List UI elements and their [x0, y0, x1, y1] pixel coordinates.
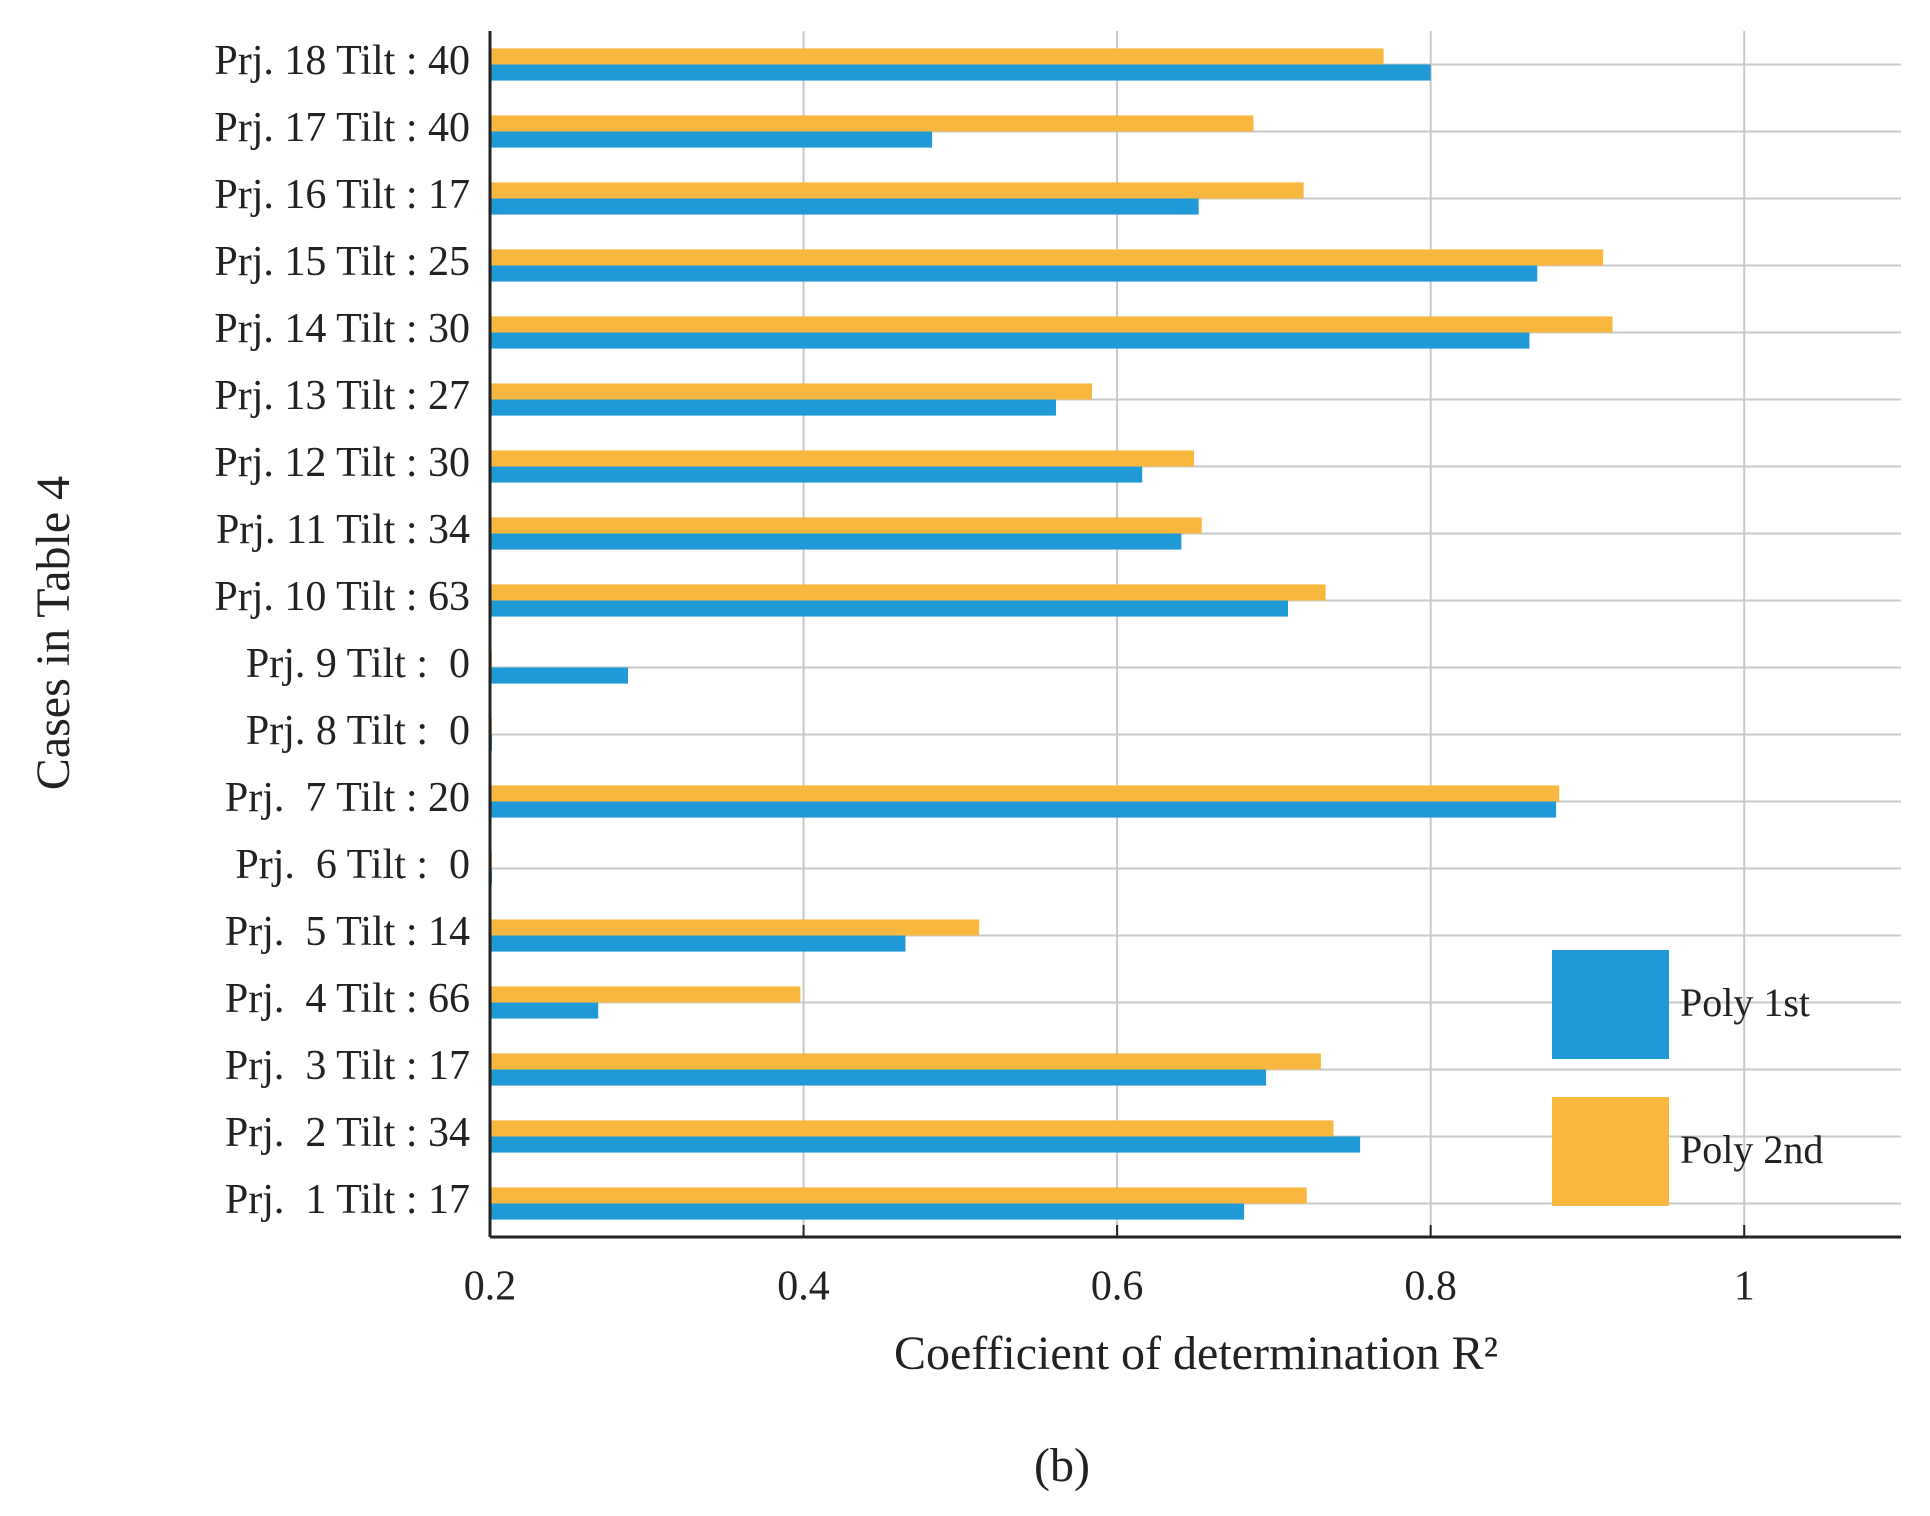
y-tick-label: Prj. 11 Tilt : 34 [216, 507, 470, 553]
bar [490, 517, 1202, 534]
y-tick-label: Prj. 9 Tilt : 0 [246, 641, 470, 687]
legend-label: Poly 1st [1680, 980, 1810, 1025]
y-tick-label: Prj. 15 Tilt : 25 [214, 239, 470, 285]
y-tick-label: Prj. 16 Tilt : 17 [214, 172, 470, 218]
bar [490, 1069, 1267, 1086]
bar [490, 584, 1326, 601]
bar [490, 450, 1194, 467]
bar [490, 115, 1254, 132]
legend-swatch [1552, 1097, 1669, 1206]
bar [490, 332, 1530, 349]
y-tick-label: Prj. 4 Tilt : 66 [225, 976, 470, 1022]
x-tick-label: 0.8 [1404, 1264, 1457, 1310]
bar [490, 383, 1093, 400]
bar [490, 466, 1143, 483]
y-tick-label: Prj. 5 Tilt : 14 [225, 909, 470, 955]
bar [490, 935, 906, 952]
y-tick-label: Prj. 8 Tilt : 0 [246, 708, 470, 754]
y-tick-label: Prj. 10 Tilt : 63 [214, 574, 470, 620]
y-tick-label: Prj. 18 Tilt : 40 [214, 38, 470, 84]
bar [490, 1136, 1361, 1153]
bar [490, 399, 1056, 416]
x-tick-label: 0.2 [464, 1264, 517, 1310]
y-axis-title: Cases in Table 4 [27, 476, 80, 790]
caption: (b) [1034, 1439, 1090, 1492]
legend-swatch [1552, 950, 1669, 1059]
bar [490, 785, 1560, 802]
bar [490, 667, 628, 684]
bar [490, 1002, 599, 1019]
y-tick-label: Prj. 3 Tilt : 17 [225, 1043, 470, 1089]
legend-label: Poly 2nd [1680, 1127, 1823, 1172]
bar [490, 265, 1538, 282]
bar [490, 533, 1182, 550]
y-tick-label: Prj. 2 Tilt : 34 [225, 1110, 470, 1156]
bar [490, 64, 1431, 81]
y-tick-label: Prj. 14 Tilt : 30 [214, 306, 470, 352]
y-tick-label: Prj. 17 Tilt : 40 [214, 105, 470, 151]
bar [490, 182, 1304, 199]
bar [490, 316, 1613, 333]
bar [490, 131, 933, 148]
x-tick-label: 0.6 [1091, 1264, 1144, 1310]
bar [490, 48, 1384, 65]
bar [490, 1187, 1307, 1204]
y-tick-label: Prj. 6 Tilt : 0 [235, 842, 470, 888]
bar [490, 600, 1288, 617]
x-tick-label: 0.4 [777, 1264, 830, 1310]
bar [490, 1120, 1334, 1137]
bar [490, 1203, 1245, 1220]
bar [490, 801, 1557, 818]
x-tick-label: 1 [1734, 1264, 1755, 1310]
bar [490, 1053, 1321, 1070]
bar [490, 986, 801, 1003]
y-tick-label: Prj. 13 Tilt : 27 [214, 373, 470, 419]
bar [490, 919, 980, 936]
y-tick-label: Prj. 7 Tilt : 20 [225, 775, 470, 821]
bar [490, 198, 1199, 215]
y-tick-label: Prj. 1 Tilt : 17 [225, 1177, 470, 1223]
bar [490, 249, 1604, 266]
y-tick-label: Prj. 12 Tilt : 30 [214, 440, 470, 486]
x-axis-title: Coefficient of determination R² [894, 1327, 1498, 1380]
